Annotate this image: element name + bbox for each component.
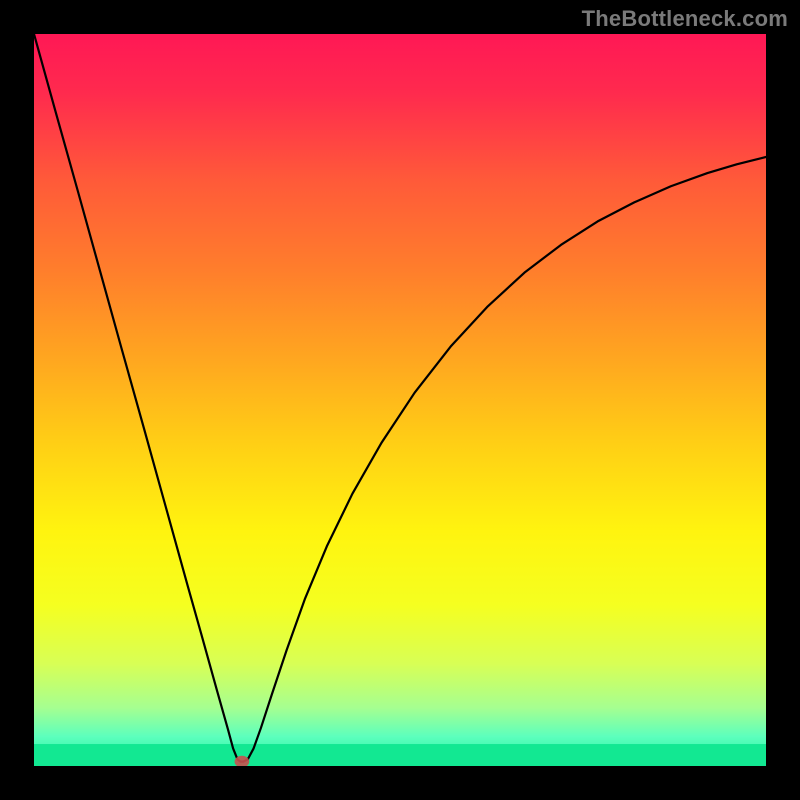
chart-background bbox=[34, 34, 766, 766]
watermark-text: TheBottleneck.com bbox=[582, 6, 788, 32]
chart-svg bbox=[34, 34, 766, 766]
chart-outer-frame: TheBottleneck.com bbox=[0, 0, 800, 800]
chart-plot-area bbox=[34, 34, 766, 766]
green-reference-band bbox=[34, 744, 766, 766]
